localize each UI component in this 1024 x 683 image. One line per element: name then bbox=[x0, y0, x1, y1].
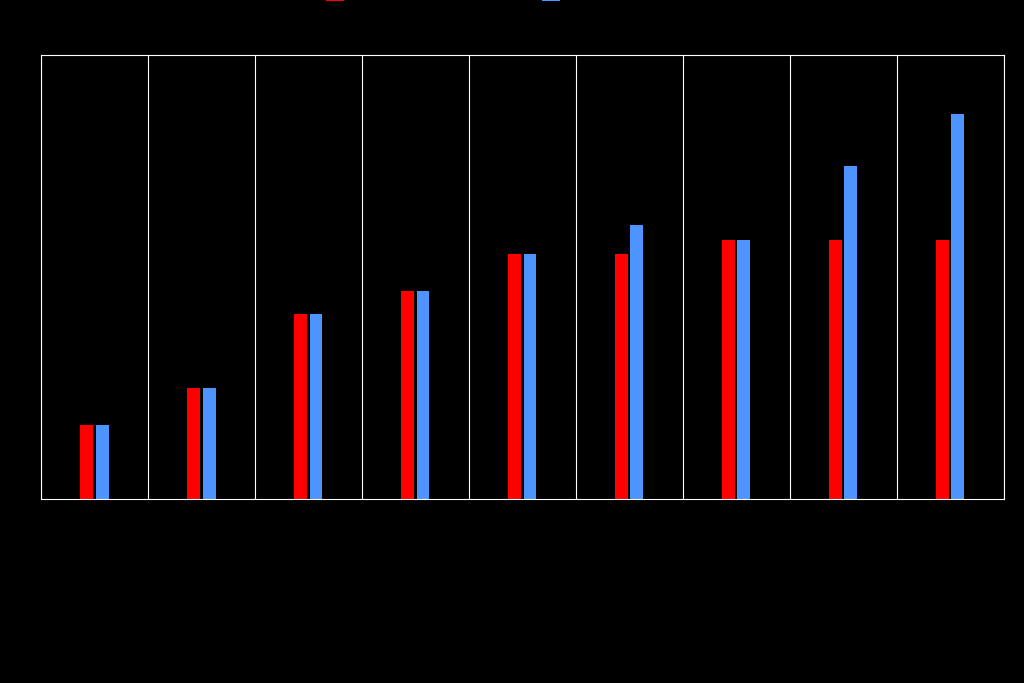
Bar bbox=[203, 387, 215, 499]
Bar bbox=[615, 255, 628, 499]
Bar bbox=[309, 313, 323, 499]
Bar bbox=[187, 387, 200, 499]
Bar bbox=[936, 240, 949, 499]
Bar bbox=[722, 240, 735, 499]
Legend: Current Tax Brackets, Bernie Tax Brackets: Current Tax Brackets, Bernie Tax Bracket… bbox=[319, 0, 725, 10]
Bar bbox=[417, 292, 429, 499]
Bar bbox=[294, 313, 307, 499]
Bar bbox=[737, 240, 751, 499]
Bar bbox=[951, 114, 965, 499]
Bar bbox=[95, 425, 109, 499]
Bar bbox=[523, 255, 537, 499]
Bar bbox=[508, 255, 521, 499]
Bar bbox=[631, 225, 643, 499]
Bar bbox=[80, 425, 93, 499]
Bar bbox=[401, 292, 414, 499]
Bar bbox=[829, 240, 842, 499]
Bar bbox=[845, 166, 857, 499]
